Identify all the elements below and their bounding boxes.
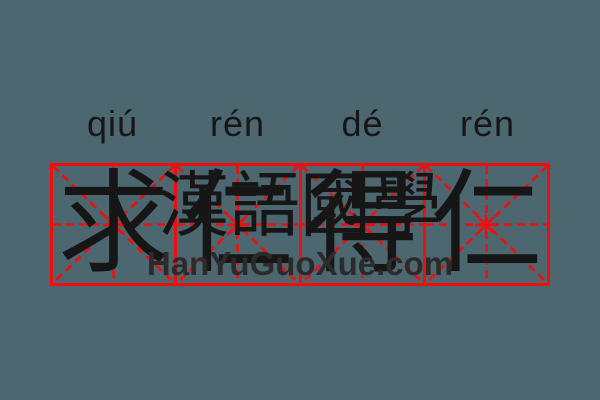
grid-cell: 求 [52, 159, 178, 289]
hanzi-character: 得 [306, 159, 419, 289]
center-star-icon [351, 213, 374, 236]
center-star-icon [226, 213, 249, 236]
grid-cell: 仁 [424, 159, 548, 289]
pinyin-row: qiú rén dé rén [50, 101, 550, 147]
grid-cell: 仁 [176, 159, 302, 289]
center-star-icon [475, 213, 498, 236]
pinyin-syllable: qiú [86, 103, 139, 144]
watermark-site-text: HanYuGuoXue.com [146, 245, 454, 282]
pinyin-syllable: dé [341, 103, 384, 144]
pinyin-syllable: rén [209, 103, 266, 144]
grid-cell: 得 [300, 159, 426, 289]
watermark-cjk-text: 漢語國學 [157, 168, 442, 246]
center-star-icon [102, 213, 125, 236]
pinyin-syllable: rén [459, 103, 516, 144]
hanzi-character: 求 [57, 159, 170, 289]
hanzi-character: 仁 [181, 159, 294, 289]
mizige-grid: 求 仁 [50, 163, 550, 286]
hanzi-character: 仁 [430, 159, 543, 289]
